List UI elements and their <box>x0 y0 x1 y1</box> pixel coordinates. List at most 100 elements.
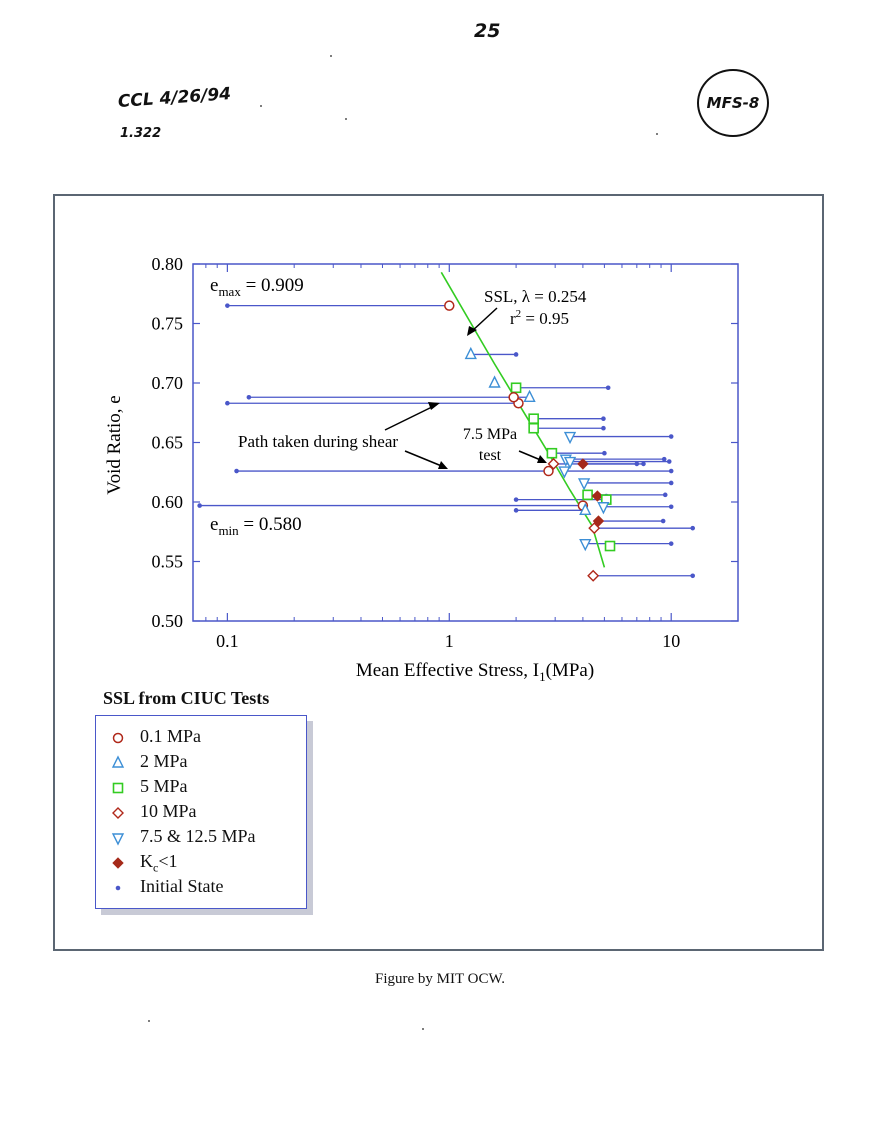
initial-state-point <box>513 508 519 513</box>
triangle-down-point <box>563 431 577 445</box>
legend-label: 2 MPa <box>140 751 188 771</box>
legend-title: SSL from CIUC Tests <box>103 688 270 708</box>
diamond-open-point <box>587 569 600 582</box>
legend-marker <box>112 782 124 794</box>
legend-item: 10 MPa <box>108 801 303 825</box>
initial-state-point <box>668 504 674 510</box>
initial-state-point <box>690 525 696 531</box>
legend-marker <box>111 755 125 768</box>
triangle-up-point <box>488 375 501 388</box>
initial-state-point <box>234 468 239 474</box>
scan-speck <box>148 1020 150 1022</box>
legend-marker <box>112 807 124 819</box>
scan-speck <box>260 105 262 107</box>
legend-marker <box>112 732 124 744</box>
legend-marker <box>111 833 125 846</box>
initial-state-point <box>246 394 252 400</box>
circle-point <box>508 392 519 403</box>
shear-paths <box>199 304 693 577</box>
legend-marker-icon <box>111 833 125 846</box>
legend-label: 10 MPa <box>140 801 197 821</box>
legend-marker-icon <box>112 857 124 869</box>
marker-layer <box>197 300 696 582</box>
x-tick-label: 10 <box>662 631 680 651</box>
square-point <box>582 489 593 501</box>
triangle-up-point <box>523 389 536 402</box>
legend-marker-icon <box>112 732 124 744</box>
initial-state-point <box>668 541 674 546</box>
diamond-filled-point <box>592 515 605 527</box>
legend-item: 5 MPa <box>108 776 303 800</box>
diamond-filled-point <box>591 490 604 502</box>
legend-label: 0.1 MPa <box>140 726 202 746</box>
initial-state-point <box>602 450 607 456</box>
test-label-line2: test <box>479 447 502 464</box>
legend-marker-icon <box>112 807 124 819</box>
scan-speck <box>422 1028 424 1030</box>
legend-item: 2 MPa <box>108 751 303 775</box>
legend-marker-icon <box>111 755 125 768</box>
ssl-label: SSL, λ = 0.254 <box>484 287 587 306</box>
initial-state-point <box>661 456 667 462</box>
triangle-down-point <box>563 456 577 470</box>
test-arrowhead <box>537 455 547 463</box>
square-point <box>528 422 539 434</box>
page-number: 25 <box>474 20 501 42</box>
shear-arrow-lower <box>404 450 445 468</box>
legend-item: 7.5 & 12.5 MPa <box>108 826 303 850</box>
shear-arrowhead-lower <box>438 461 448 469</box>
initial-state-point <box>197 503 202 508</box>
emin-annotation: emin = 0.580 <box>210 514 302 538</box>
stamp-circle: MFS-8 <box>697 69 769 137</box>
x-tick-label: 1 <box>445 631 454 651</box>
y-tick-label: 0.60 <box>152 492 184 512</box>
initial-state-point <box>668 468 674 474</box>
triangle-up-point <box>464 346 477 360</box>
square-point <box>604 540 616 552</box>
legend-marker <box>115 885 121 891</box>
y-tick-label: 0.65 <box>152 433 184 453</box>
handwritten-course-number: 1.322 <box>120 126 162 141</box>
diamond-filled-point <box>577 458 589 470</box>
stamp-label: MFS-8 <box>706 94 760 112</box>
y-tick-label: 0.80 <box>152 254 184 274</box>
figure-frame <box>53 194 824 951</box>
x-tick-label: 0.1 <box>216 631 239 651</box>
initial-state-point <box>662 492 668 498</box>
ssl-r2-label: r2 = 0.95 <box>510 308 569 328</box>
y-tick-label: 0.70 <box>152 373 184 393</box>
ssl-arrow <box>470 307 498 333</box>
legend-label: Initial State <box>140 876 224 896</box>
axis-ticks: 0.50 0.55 0.60 0.65 0.70 0.75 0.80 0.1 1 10 <box>152 254 738 651</box>
initial-state-point <box>225 400 230 406</box>
scan-speck <box>330 55 332 57</box>
test-label-line1: 7.5 MPa <box>463 426 517 443</box>
square-point <box>510 382 522 394</box>
legend-marker-icon <box>112 782 124 794</box>
legend-marker <box>112 857 124 869</box>
emax-annotation: emax = 0.909 <box>210 275 304 299</box>
y-axis-label: Void Ratio, e <box>104 395 125 494</box>
initial-state-point <box>668 434 674 439</box>
initial-state-point <box>690 573 696 579</box>
y-tick-label: 0.50 <box>152 611 184 631</box>
y-tick-label: 0.75 <box>152 314 184 334</box>
initial-state-point <box>605 385 611 391</box>
square-point <box>546 447 558 459</box>
initial-state-point <box>513 497 519 502</box>
shear-arrowhead-upper <box>428 402 440 410</box>
initial-state-point <box>634 461 640 467</box>
x-axis-label: Mean Effective Stress, I1(MPa) <box>356 660 594 684</box>
initial-state-point <box>668 480 674 486</box>
legend-marker-icon <box>115 885 121 891</box>
triangle-down-point <box>558 466 571 479</box>
diamond-open-point <box>588 522 601 535</box>
triangle-down-point <box>579 538 592 552</box>
shear-path-label: Path taken during shear <box>238 432 398 451</box>
square-point <box>528 413 539 425</box>
triangle-up-point <box>579 502 592 516</box>
ssl-arrowhead <box>467 326 477 336</box>
initial-state-point <box>601 416 606 422</box>
diamond-open-point <box>547 457 560 470</box>
